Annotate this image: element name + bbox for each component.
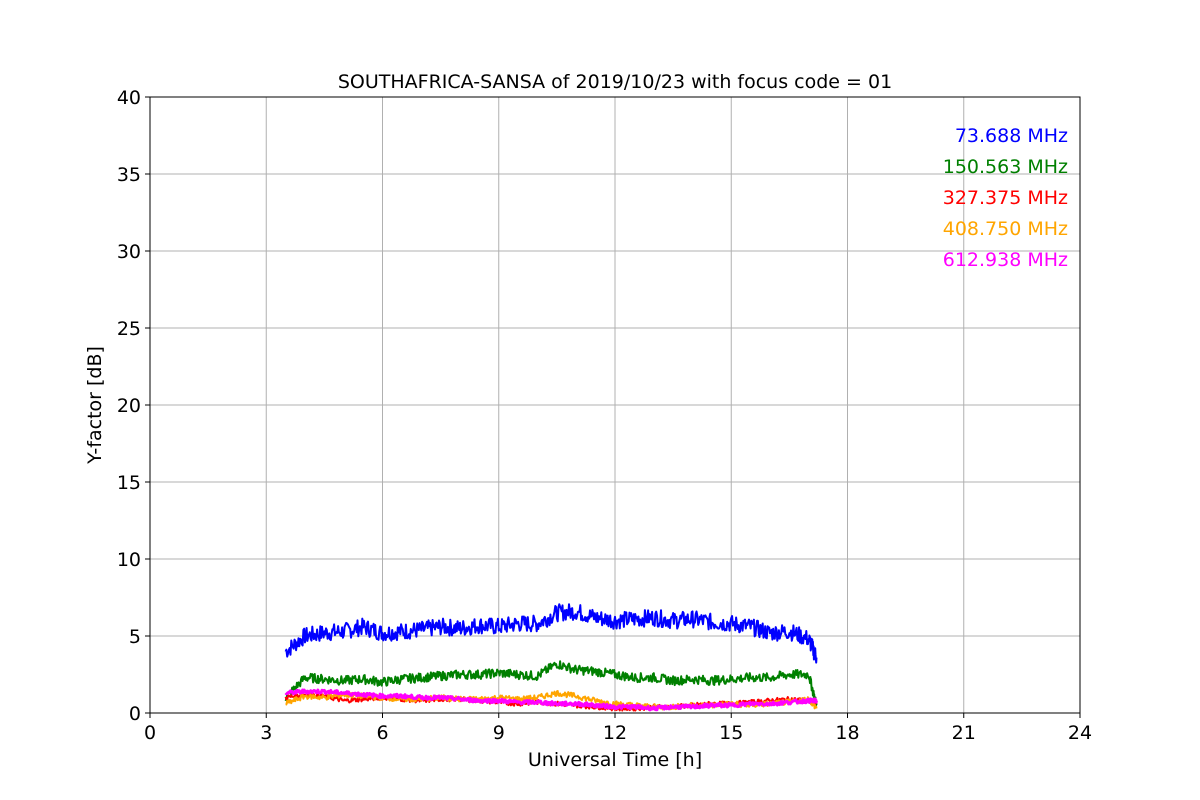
y-tick-label: 30 [117, 241, 141, 263]
y-tick-label: 5 [129, 626, 141, 648]
y-tick-label: 35 [117, 164, 141, 186]
series-line-5 [284, 688, 818, 712]
series-line-1 [284, 603, 818, 664]
x-tick-label: 15 [719, 722, 743, 744]
series-line-2 [284, 660, 818, 707]
y-tick-label: 20 [117, 395, 141, 417]
x-tick-label: 9 [493, 722, 505, 744]
x-tick-label: 21 [952, 722, 976, 744]
x-tick-label: 24 [1068, 722, 1092, 744]
y-tick-label: 25 [117, 318, 141, 340]
y-axis-label: Y-factor [dB] [84, 346, 106, 465]
x-tick-label: 12 [603, 722, 627, 744]
legend-entry-1: 73.688 MHz [955, 125, 1068, 147]
x-tick-label: 0 [144, 722, 156, 744]
x-tick-label: 6 [376, 722, 388, 744]
chart-title: SOUTHAFRICA-SANSA of 2019/10/23 with foc… [338, 71, 892, 93]
legend-entry-5: 612.938 MHz [943, 249, 1068, 271]
x-axis-label: Universal Time [h] [528, 749, 702, 771]
x-tick-label: 18 [835, 722, 859, 744]
legend-entry-4: 408.750 MHz [943, 218, 1068, 240]
y-tick-label: 15 [117, 472, 141, 494]
x-tick-label: 3 [260, 722, 272, 744]
y-tick-label: 40 [117, 87, 141, 109]
legend-entry-2: 150.563 MHz [943, 156, 1068, 178]
y-tick-label: 10 [117, 549, 141, 571]
legend-entry-3: 327.375 MHz [943, 187, 1068, 209]
series-lines [284, 603, 818, 712]
legend: 73.688 MHz 150.563 MHz 327.375 MHz 408.750 … [943, 125, 1068, 271]
y-tick-label: 0 [129, 703, 141, 725]
axis-ticks: 0 3 6 9 12 15 18 21 24 0 5 10 15 20 25 30 35 40 [117, 87, 1092, 744]
